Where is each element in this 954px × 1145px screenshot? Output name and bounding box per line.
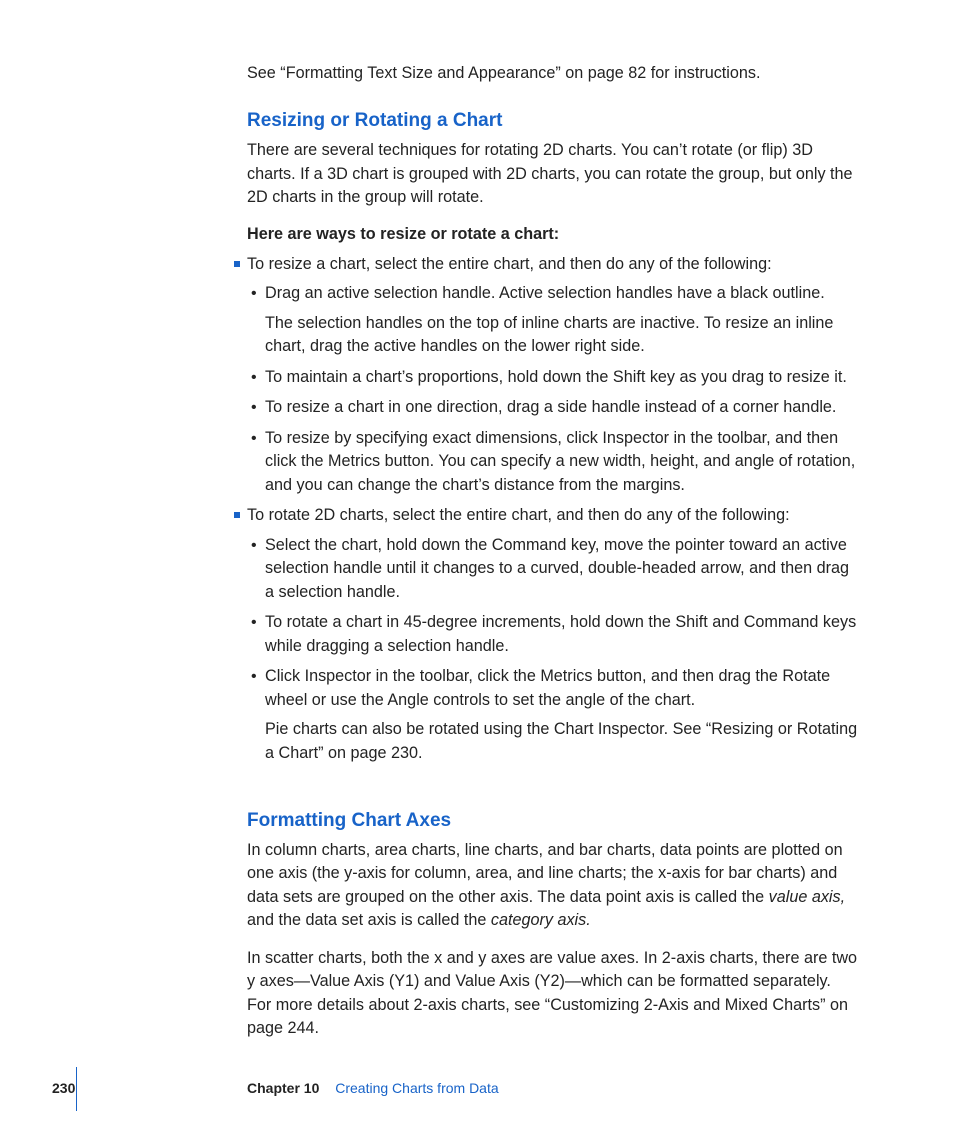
list-item-continuation: The selection handles on the top of inli… bbox=[265, 312, 859, 359]
intro-paragraph: See “Formatting Text Size and Appearance… bbox=[247, 62, 859, 85]
section2-paragraph-1: In column charts, area charts, line char… bbox=[247, 839, 859, 933]
list-item: Click Inspector in the toolbar, click th… bbox=[265, 665, 859, 765]
resize-rotate-list: To resize a chart, select the entire cha… bbox=[247, 253, 859, 765]
footer-divider bbox=[76, 1067, 77, 1111]
list-item: To resize a chart in one direction, drag… bbox=[265, 396, 859, 419]
list-item-text: To resize a chart in one direction, drag… bbox=[265, 398, 836, 416]
chapter-label: Chapter 10 bbox=[247, 1080, 319, 1096]
list-item: To rotate a chart in 45-degree increment… bbox=[265, 611, 859, 658]
list-item: Drag an active selection handle. Active … bbox=[265, 282, 859, 358]
list-item-text: Select the chart, hold down the Command … bbox=[265, 536, 849, 601]
section1-subhead: Here are ways to resize or rotate a char… bbox=[247, 223, 859, 246]
list-item-continuation: Pie charts can also be rotated using the… bbox=[265, 718, 859, 765]
heading-resizing: Resizing or Rotating a Chart bbox=[247, 107, 859, 135]
page-footer: 230 Chapter 10 Creating Charts from Data bbox=[64, 1083, 890, 1105]
list-item: To rotate 2D charts, select the entire c… bbox=[247, 504, 859, 765]
body-content: See “Formatting Text Size and Appearance… bbox=[247, 62, 859, 1055]
list-item-text: To rotate a chart in 45-degree increment… bbox=[265, 613, 856, 654]
page: See “Formatting Text Size and Appearance… bbox=[0, 0, 954, 1145]
chapter-info: Chapter 10 Creating Charts from Data bbox=[247, 1080, 499, 1096]
page-number: 230 bbox=[52, 1080, 75, 1096]
sub-list: Select the chart, hold down the Command … bbox=[265, 534, 859, 765]
sub-list: Drag an active selection handle. Active … bbox=[265, 282, 859, 497]
section1-paragraph: There are several techniques for rotatin… bbox=[247, 139, 859, 209]
list-item-text: To resize by specifying exact dimensions… bbox=[265, 429, 855, 494]
chapter-title: Creating Charts from Data bbox=[335, 1080, 498, 1096]
list-item: To maintain a chart’s proportions, hold … bbox=[265, 366, 859, 389]
list-item-text: To resize a chart, select the entire cha… bbox=[247, 255, 772, 273]
list-item-text: Drag an active selection handle. Active … bbox=[265, 284, 825, 302]
list-item: To resize a chart, select the entire cha… bbox=[247, 253, 859, 497]
list-item: Select the chart, hold down the Command … bbox=[265, 534, 859, 604]
list-item: To resize by specifying exact dimensions… bbox=[265, 427, 859, 497]
list-item-text: To maintain a chart’s proportions, hold … bbox=[265, 368, 847, 386]
list-item-text: Click Inspector in the toolbar, click th… bbox=[265, 667, 830, 708]
section2-paragraph-2: In scatter charts, both the x and y axes… bbox=[247, 947, 859, 1041]
list-item-text: To rotate 2D charts, select the entire c… bbox=[247, 506, 790, 524]
heading-formatting-axes: Formatting Chart Axes bbox=[247, 807, 859, 835]
